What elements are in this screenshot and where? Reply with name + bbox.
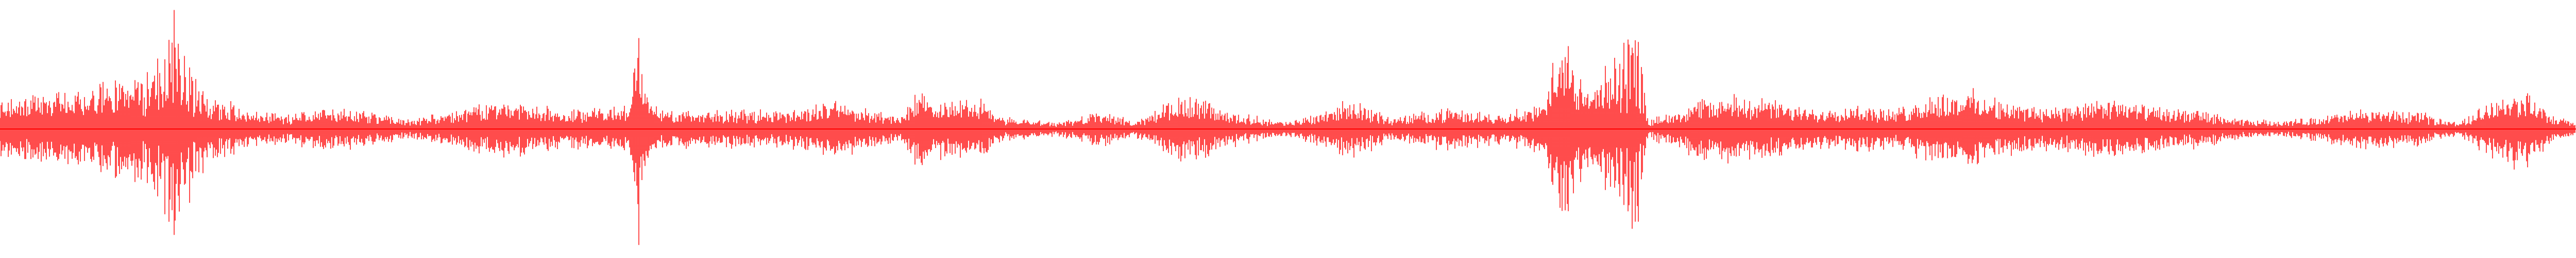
waveform-graphic xyxy=(0,10,2576,245)
audio-waveform xyxy=(0,10,2576,245)
